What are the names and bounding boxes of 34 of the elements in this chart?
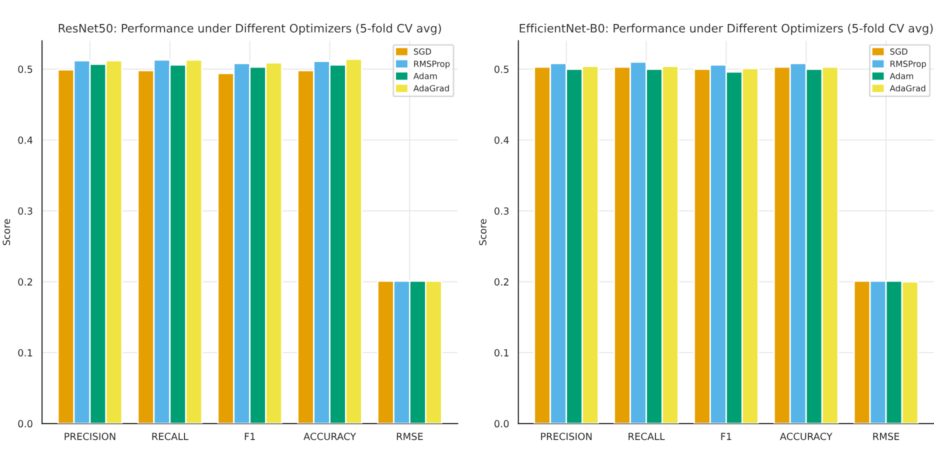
legend-label: Adam <box>413 72 437 80</box>
legend-label: SGD <box>890 48 908 55</box>
y-tick-label: 0.2 <box>18 278 32 286</box>
chart-title: ResNet50: Performance under Different Optimizers (5-fold CV avg) <box>58 24 441 35</box>
y-tick-label: 0.5 <box>18 66 32 73</box>
x-tick-label: ACCURACY <box>304 432 356 440</box>
chart-title: EfficientNet-B0: Performance under Different Optimizers (5-fold CV avg) <box>520 24 933 35</box>
y-tick-label: 0.4 <box>494 136 509 144</box>
y-tick-label: 0.0 <box>18 420 32 428</box>
x-tick-label: RMSE <box>396 432 423 440</box>
y-tick-label: 0.3 <box>18 207 32 215</box>
y-tick-label: 0.1 <box>18 349 32 356</box>
x-tick-label: PRECISION <box>64 432 116 440</box>
x-tick-label: F1 <box>721 432 732 440</box>
y-tick-label: 0.2 <box>494 278 508 286</box>
y-tick-label: 0.0 <box>494 420 509 428</box>
legend-label: AdaGrad <box>413 84 449 92</box>
y-tick-label: 0.1 <box>494 349 508 356</box>
y-tick-label: 0.5 <box>494 66 508 73</box>
legend-label: Adam <box>890 72 914 80</box>
x-tick-label: PRECISION <box>541 432 592 440</box>
x-tick-label: RECALL <box>628 432 665 440</box>
y-axis-title: Score <box>2 219 10 246</box>
y-tick-label: 0.3 <box>494 207 509 215</box>
y-tick-label: 0.4 <box>18 136 32 144</box>
y-axis-title: Score <box>479 219 486 246</box>
x-tick-label: ACCURACY <box>780 432 832 440</box>
x-tick-label: RECALL <box>152 432 188 440</box>
legend-label: RMSProp <box>890 60 926 69</box>
x-tick-label: F1 <box>244 432 255 440</box>
x-tick-label: RMSE <box>873 432 900 440</box>
legend-label: SGD <box>414 48 432 55</box>
legend-label: AdaGrad <box>890 84 926 92</box>
legend-label: RMSProp <box>414 60 450 69</box>
